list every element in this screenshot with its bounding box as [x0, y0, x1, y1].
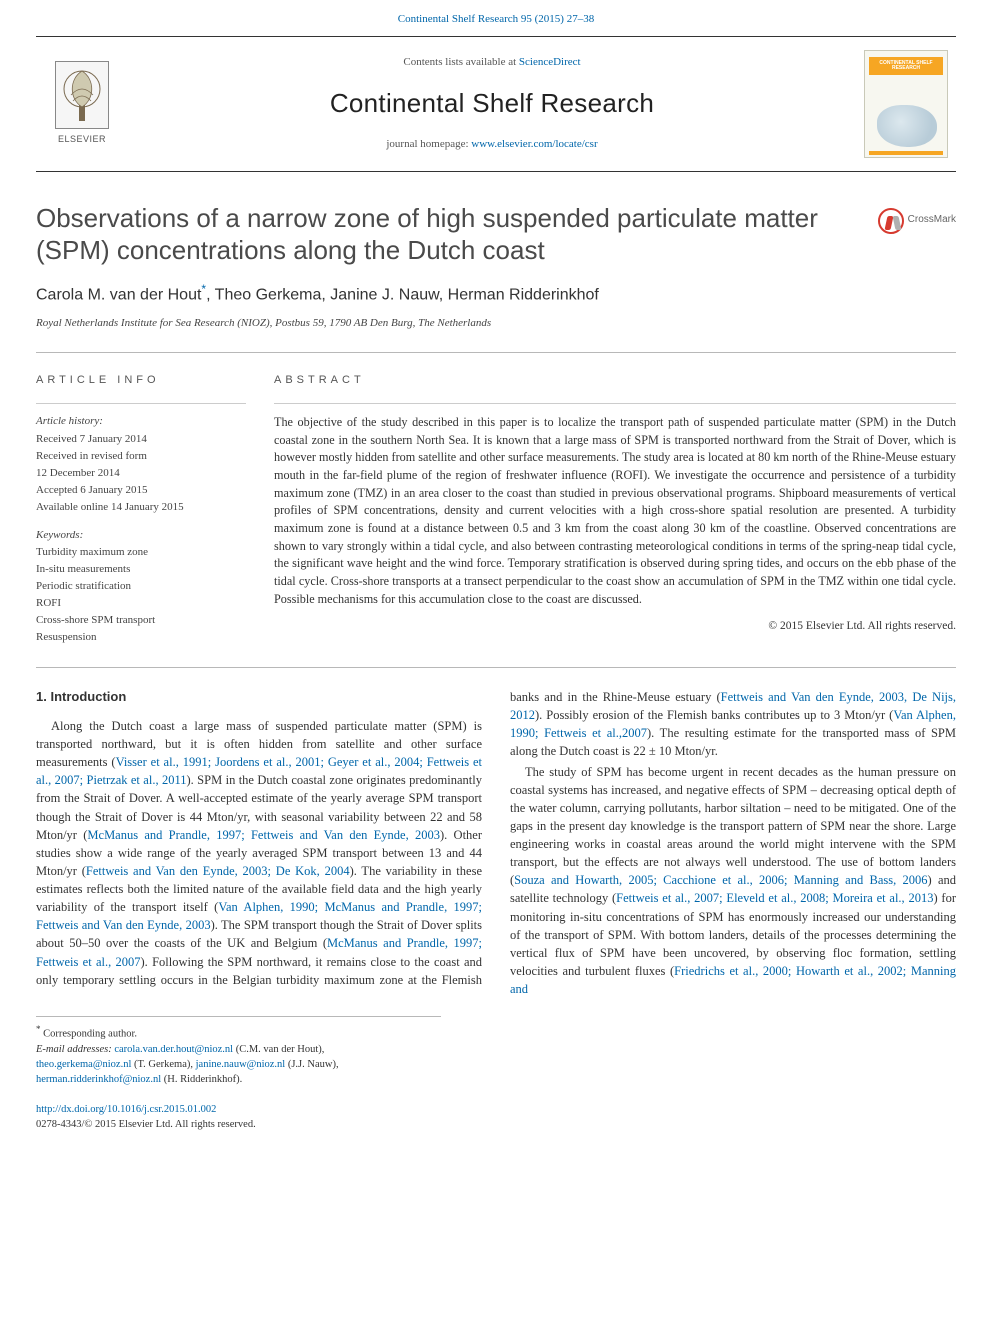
journal-masthead: ELSEVIER Contents lists available at Sci… — [36, 36, 956, 172]
text-run: ). Possibly erosion of the Flemish banks… — [535, 708, 893, 722]
contents-prefix: Contents lists available at — [403, 56, 518, 68]
history-item: Received in revised form — [36, 449, 246, 465]
masthead-center: Contents lists available at ScienceDirec… — [128, 37, 856, 171]
article-info-column: article info Article history: Received 7… — [36, 373, 246, 647]
homepage-line: journal homepage: www.elsevier.com/locat… — [386, 137, 597, 153]
affiliation: Royal Netherlands Institute for Sea Rese… — [36, 316, 956, 332]
article-title: Observations of a narrow zone of high su… — [36, 202, 860, 267]
footnote-marker-icon: * — [36, 1024, 41, 1034]
crossmark-icon — [878, 208, 904, 234]
section-rule — [36, 352, 956, 353]
info-rule — [36, 403, 246, 404]
cover-image: CONTINENTAL SHELF RESEARCH — [864, 50, 948, 158]
email-name: (J.J. Nauw), — [285, 1059, 338, 1070]
publisher-name: ELSEVIER — [58, 133, 106, 146]
keyword: In-situ measurements — [36, 562, 246, 578]
section-heading: 1. Introduction — [36, 688, 482, 707]
email-link[interactable]: theo.gerkema@nioz.nl — [36, 1059, 131, 1070]
history-item: 12 December 2014 — [36, 466, 246, 482]
cover-title-band: CONTINENTAL SHELF RESEARCH — [869, 57, 943, 75]
running-head: Continental Shelf Research 95 (2015) 27–… — [0, 0, 992, 36]
keyword: ROFI — [36, 596, 246, 612]
crossmark-label: CrossMark — [908, 213, 956, 228]
cover-art-icon — [877, 105, 937, 147]
keywords-label: Keywords: — [36, 528, 246, 544]
paragraph: The study of SPM has become urgent in re… — [510, 763, 956, 999]
keyword: Turbidity maximum zone — [36, 545, 246, 561]
abstract-column: abstract The objective of the study desc… — [274, 373, 956, 647]
author-1: Carola M. van der Hout — [36, 286, 201, 303]
email-label: E-mail addresses: — [36, 1044, 114, 1055]
abstract-rule — [274, 403, 956, 404]
text-run: The study of SPM has become urgent in re… — [510, 765, 956, 888]
email-link[interactable]: carola.van.der.hout@nioz.nl — [114, 1044, 233, 1055]
authors-rest: , Theo Gerkema, Janine J. Nauw, Herman R… — [206, 286, 599, 303]
email-name: (H. Ridderinkhof). — [161, 1074, 242, 1085]
journal-cover-thumb: CONTINENTAL SHELF RESEARCH — [856, 37, 956, 171]
citation-link[interactable]: McManus and Prandle, 1997; Fettweis and … — [87, 828, 440, 842]
abstract-copyright: © 2015 Elsevier Ltd. All rights reserved… — [274, 618, 956, 635]
citation-link[interactable]: Fettweis et al., 2007; Eleveld et al., 2… — [616, 891, 933, 905]
cover-strip-icon — [869, 151, 943, 155]
email-link[interactable]: janine.nauw@nioz.nl — [196, 1059, 286, 1070]
keyword: Cross-shore SPM transport — [36, 613, 246, 629]
email-name: (T. Gerkema), — [131, 1059, 195, 1070]
keyword: Resuspension — [36, 630, 246, 646]
article-body: 1. Introduction Along the Dutch coast a … — [36, 688, 956, 998]
page-footer: http://dx.doi.org/10.1016/j.csr.2015.01.… — [0, 1102, 992, 1152]
section-rule — [36, 667, 956, 668]
elsevier-tree-icon — [55, 61, 109, 129]
article-info-heading: article info — [36, 373, 246, 389]
crossmark-badge[interactable]: CrossMark — [878, 208, 956, 234]
citation-link[interactable]: Fettweis and Van den Eynde, 2003; De Kok… — [86, 864, 350, 878]
citation-link[interactable]: Continental Shelf Research 95 (2015) 27–… — [398, 13, 594, 25]
publisher-logo-block: ELSEVIER — [36, 37, 128, 171]
citation-link[interactable]: Souza and Howarth, 2005; Cacchione et al… — [514, 873, 927, 887]
keyword: Periodic stratification — [36, 579, 246, 595]
sciencedirect-link[interactable]: ScienceDirect — [519, 56, 581, 68]
history-item: Available online 14 January 2015 — [36, 500, 246, 516]
history-item: Received 7 January 2014 — [36, 432, 246, 448]
corresponding-footnote: * Corresponding author. E-mail addresses… — [36, 1016, 441, 1087]
author-list: Carola M. van der Hout*, Theo Gerkema, J… — [36, 281, 956, 307]
abstract-heading: abstract — [274, 373, 956, 389]
abstract-text: The objective of the study described in … — [274, 414, 956, 609]
contents-line: Contents lists available at ScienceDirec… — [403, 55, 580, 71]
history-item: Accepted 6 January 2015 — [36, 483, 246, 499]
homepage-prefix: journal homepage: — [386, 138, 471, 150]
homepage-link[interactable]: www.elsevier.com/locate/csr — [471, 138, 597, 150]
issn-copyright: 0278-4343/© 2015 Elsevier Ltd. All right… — [36, 1117, 956, 1132]
email-name: (C.M. van der Hout), — [233, 1044, 324, 1055]
citation-link[interactable]: McManus and Prandle, — [327, 936, 448, 950]
journal-title: Continental Shelf Research — [330, 85, 654, 123]
corresponding-label: Corresponding author. — [43, 1029, 137, 1040]
doi-link[interactable]: http://dx.doi.org/10.1016/j.csr.2015.01.… — [36, 1104, 216, 1115]
history-label: Article history: — [36, 414, 246, 430]
email-link[interactable]: herman.ridderinkhof@nioz.nl — [36, 1074, 161, 1085]
